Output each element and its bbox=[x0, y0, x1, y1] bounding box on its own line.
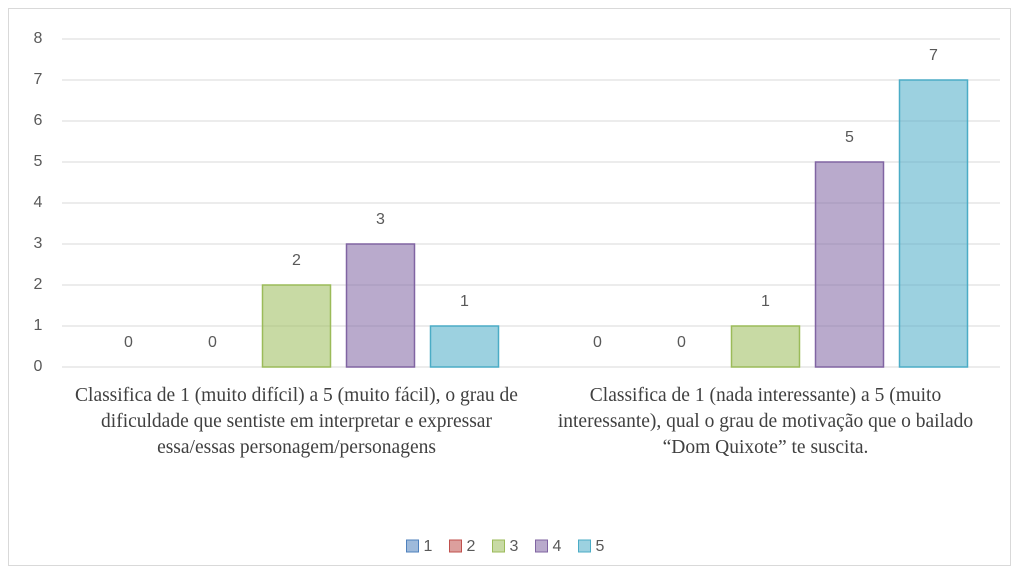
data-label: 0 bbox=[593, 334, 602, 351]
y-tick-label: 8 bbox=[34, 30, 43, 47]
legend-swatch bbox=[535, 539, 548, 553]
legend-swatch bbox=[492, 539, 505, 553]
data-label: 1 bbox=[460, 293, 469, 310]
bar bbox=[429, 325, 500, 368]
bar bbox=[730, 325, 801, 368]
bar bbox=[261, 284, 332, 368]
y-tick-label: 2 bbox=[34, 276, 43, 293]
data-label: 2 bbox=[292, 252, 301, 269]
legend-label: 3 bbox=[510, 538, 519, 555]
legend-label: 5 bbox=[596, 538, 605, 555]
data-label: 3 bbox=[376, 211, 385, 228]
data-label: 0 bbox=[124, 334, 133, 351]
legend-label: 1 bbox=[424, 538, 433, 555]
data-label: 7 bbox=[929, 47, 938, 64]
data-label: 0 bbox=[208, 334, 217, 351]
bar bbox=[898, 79, 969, 368]
bar bbox=[814, 161, 885, 368]
x-tick-label: Classifica de 1 (nada interessante) a 5 … bbox=[557, 385, 974, 458]
y-tick-label: 4 bbox=[34, 194, 43, 211]
y-tick-label: 1 bbox=[34, 317, 43, 334]
legend-swatch bbox=[406, 539, 419, 553]
y-tick-label: 0 bbox=[34, 358, 43, 375]
data-label: 0 bbox=[677, 334, 686, 351]
y-tick-label: 5 bbox=[34, 153, 43, 170]
data-label: 5 bbox=[845, 129, 854, 146]
data-label: 1 bbox=[761, 293, 770, 310]
x-tick-label: Classifica de 1 (muito difícil) a 5 (mui… bbox=[75, 385, 518, 458]
y-tick-label: 7 bbox=[34, 71, 43, 88]
legend-swatch bbox=[578, 539, 591, 553]
legend-label: 2 bbox=[467, 538, 476, 555]
legend-swatch bbox=[449, 539, 462, 553]
y-tick-label: 3 bbox=[34, 235, 43, 252]
legend-label: 4 bbox=[553, 538, 562, 555]
y-tick-label: 6 bbox=[34, 112, 43, 129]
bar bbox=[345, 243, 416, 368]
